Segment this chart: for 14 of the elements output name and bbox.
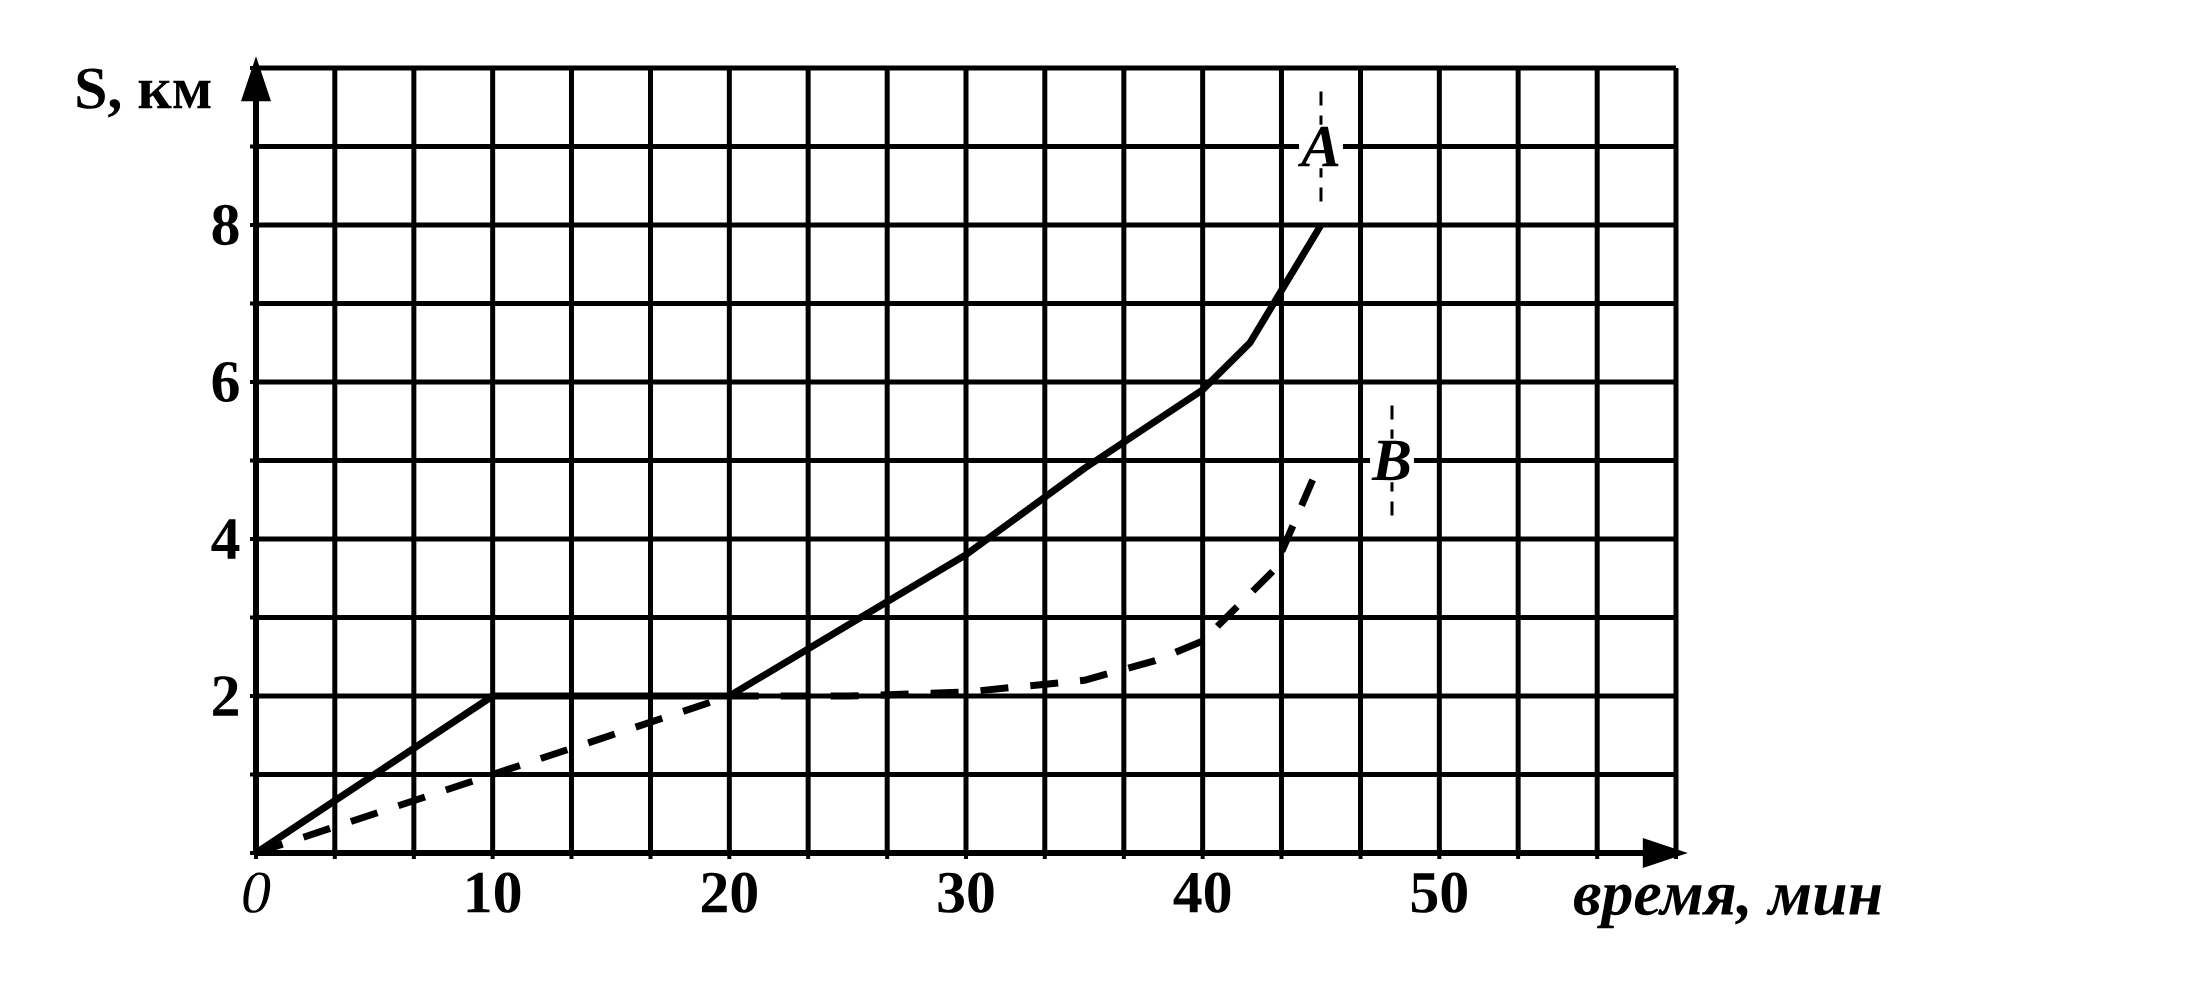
x-tick-label: 20 <box>701 872 757 913</box>
x-tick-label: 40 <box>1173 872 1231 913</box>
y-axis-title: S, км <box>77 68 211 118</box>
x-tick-label: 10 <box>467 872 521 913</box>
y-tick-label: 2 <box>213 676 238 716</box>
y-tick-label: 6 <box>212 361 239 403</box>
annotation: B <box>1371 440 1410 481</box>
x-tick-label: 30 <box>938 872 994 913</box>
y-tick-label: 4 <box>211 519 240 559</box>
x-tick-label: 0 <box>243 872 271 913</box>
x-tick-label: 50 <box>1411 872 1467 913</box>
y-tick-label: 8 <box>212 204 239 246</box>
x-axis-title: время, мин <box>1574 884 1881 929</box>
annotation: A <box>1297 126 1339 167</box>
